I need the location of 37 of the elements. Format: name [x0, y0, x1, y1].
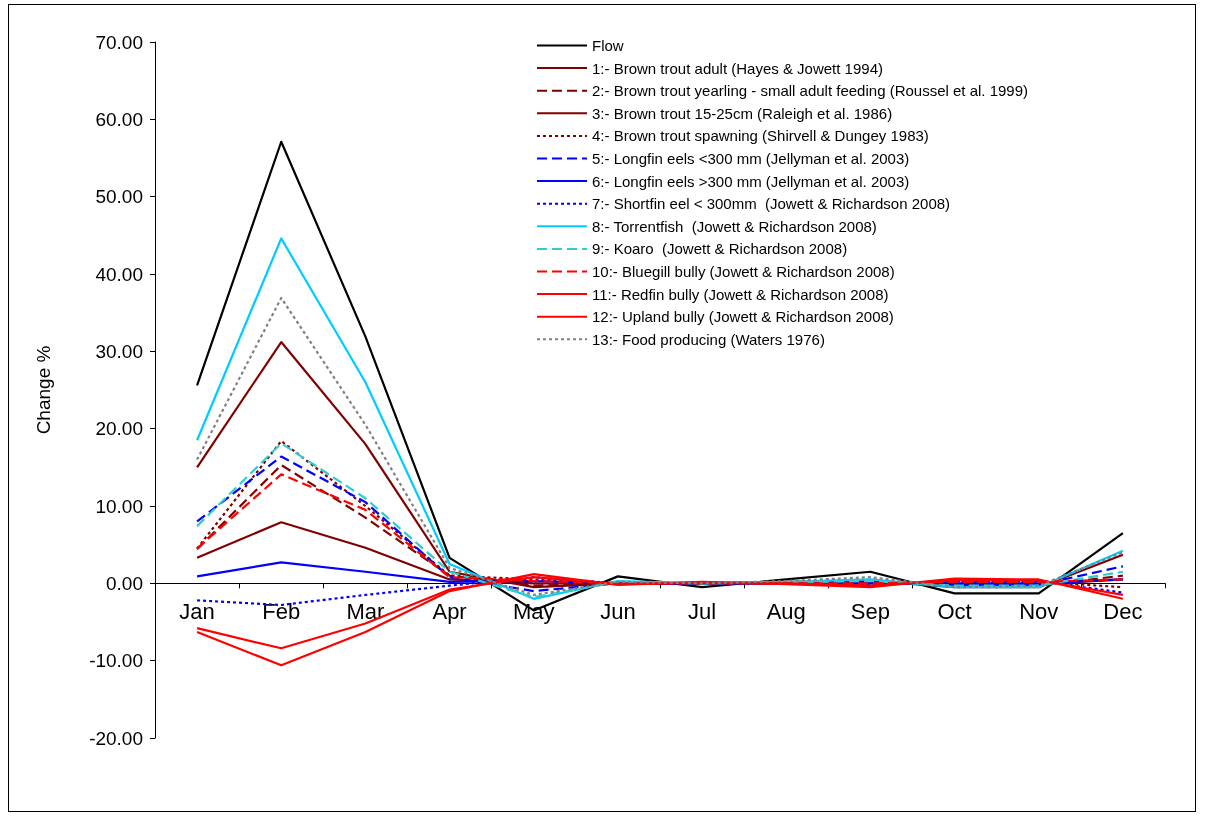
x-tick-label: Jun — [600, 598, 636, 624]
legend-label: 8:- Torrentfish (Jowett & Richardson 2008) — [592, 217, 877, 235]
y-tick-label: 20.00 — [95, 418, 143, 440]
legend-label: 12:- Upland bully (Jowett & Richardson 2008) — [592, 308, 894, 326]
legend-label: 13:- Food producing (Waters 1976) — [592, 330, 825, 348]
x-tick-label: Apr — [432, 598, 467, 624]
y-tick-label: 60.00 — [95, 108, 143, 130]
legend-label: 3:- Brown trout 15-25cm (Raleigh et al. 1986) — [592, 104, 893, 122]
x-tick-label: Aug — [766, 598, 806, 624]
x-tick-label: May — [512, 598, 555, 624]
y-tick-label: -20.00 — [89, 727, 143, 749]
legend-label: 4:- Brown trout spawning (Shirvell & Dungey 1983) — [592, 127, 929, 145]
y-tick-label: 70.00 — [95, 31, 143, 53]
y-tick-label: 30.00 — [95, 340, 143, 362]
x-tick-label: Dec — [1103, 598, 1143, 624]
legend-label: 1:- Brown trout adult (Hayes & Jowett 1994) — [592, 59, 883, 77]
y-tick-label: 40.00 — [95, 263, 143, 285]
legend-label: 7:- Shortfin eel < 300mm (Jowett & Richardson 2008) — [592, 195, 951, 213]
y-tick-label: 0.00 — [106, 572, 143, 594]
legend-label: 5:- Longfin eels <300 mm (Jellyman et al. 2003) — [592, 150, 910, 167]
y-tick-label: -10.00 — [89, 650, 143, 672]
x-tick-label: Jul — [688, 598, 717, 624]
legend-label: 6:- Longfin eels >300 mm (Jellyman et al. 2003) — [592, 172, 910, 190]
x-tick-label: Oct — [937, 598, 972, 624]
y-tick-label: 50.00 — [95, 186, 143, 208]
y-axis-title: Change % — [33, 345, 54, 435]
legend-label: Flow — [592, 37, 624, 54]
legend-label: 9:- Koaro (Jowett & Richardson 2008) — [592, 240, 848, 258]
x-tick-label: Mar — [346, 598, 385, 624]
legend-label: 10:- Bluegill bully (Jowett & Richardson 2008) — [592, 263, 895, 280]
x-tick-label: Feb — [262, 598, 301, 624]
legend-label: 2:- Brown trout yearling - small adult feeding (Roussel et al. 1999) — [592, 82, 1029, 100]
x-tick-label: Sep — [850, 598, 890, 624]
x-tick-label: Nov — [1019, 598, 1059, 624]
legend-label: 11:- Redfin bully (Jowett & Richardson 2008) — [592, 285, 889, 303]
x-tick-label: Jan — [179, 598, 215, 624]
y-tick-label: 10.00 — [95, 495, 143, 517]
